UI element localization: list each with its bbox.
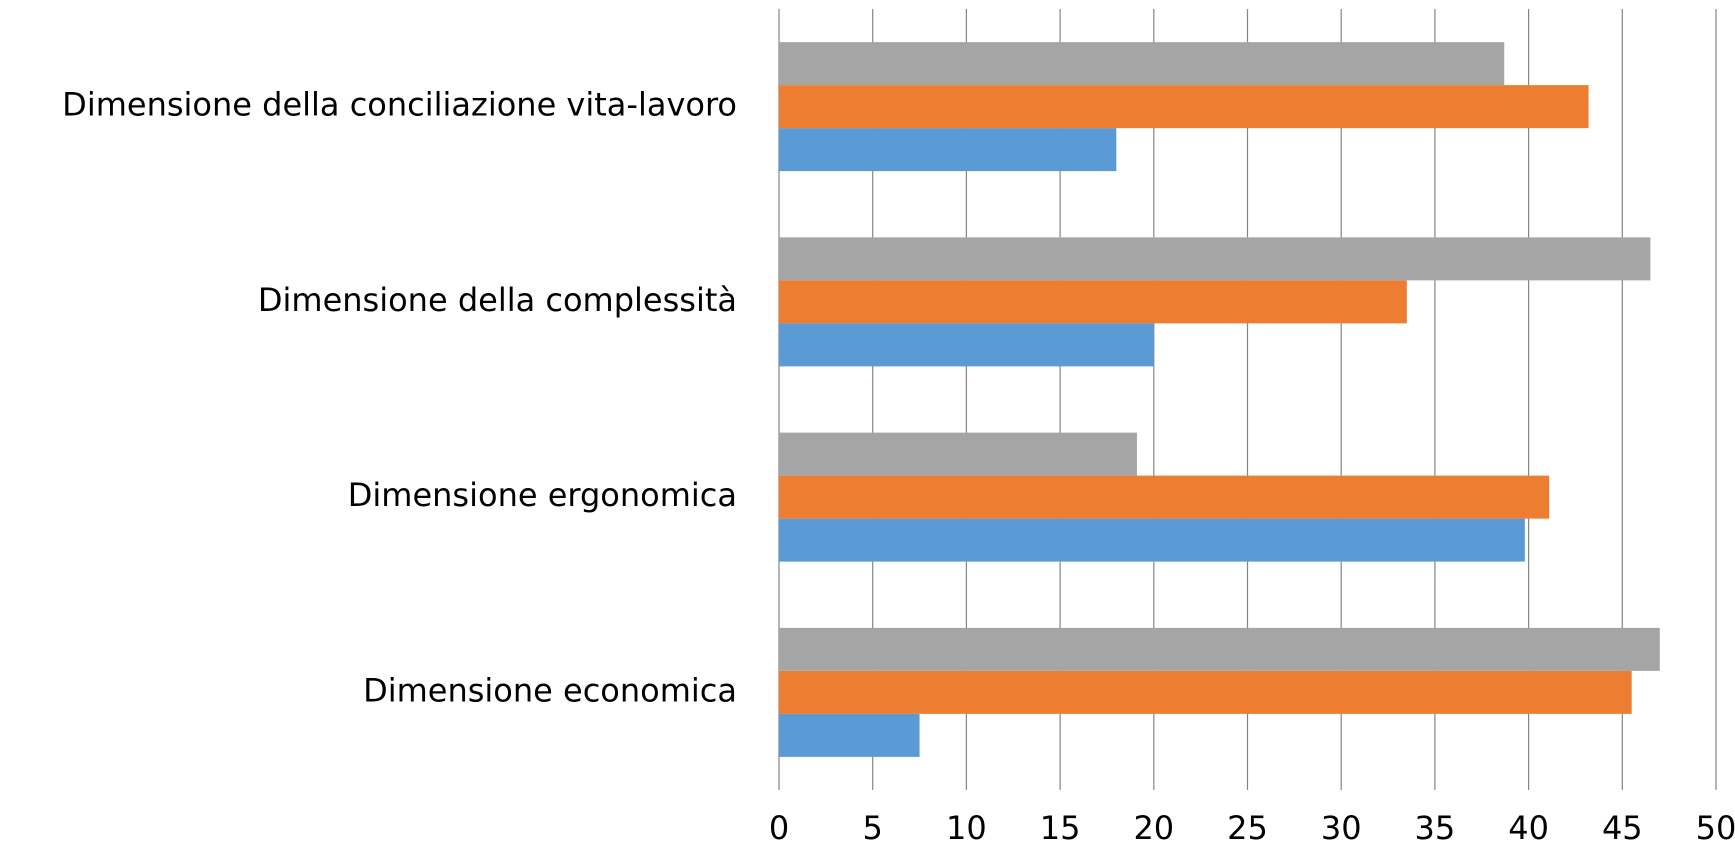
bar (779, 128, 1117, 172)
y-tick-label: Dimensione ergonomica (348, 476, 737, 514)
x-tick-label: 50 (1696, 809, 1735, 845)
x-tick-label: 10 (946, 809, 987, 845)
bar (779, 85, 1589, 129)
bar (779, 42, 1505, 86)
bar (779, 237, 1651, 281)
bar (779, 518, 1525, 562)
bar (779, 475, 1550, 519)
x-tick-label: 45 (1602, 809, 1643, 845)
y-tick-label: Dimensione economica (363, 671, 737, 709)
bar (779, 627, 1660, 671)
x-tick-label: 30 (1321, 809, 1362, 845)
y-tick-label: Dimensione della complessità (258, 281, 737, 319)
bar (779, 713, 920, 757)
x-tick-label: 25 (1227, 809, 1268, 845)
bar (779, 670, 1632, 714)
bar (779, 323, 1154, 367)
x-tick-label: 35 (1415, 809, 1456, 845)
y-tick-label: Dimensione della conciliazione vita-lavo… (62, 86, 737, 124)
bar (779, 432, 1137, 476)
x-tick-label: 15 (1040, 809, 1081, 845)
x-tick-label: 0 (769, 809, 789, 845)
x-tick-label: 20 (1133, 809, 1174, 845)
x-tick-label: 5 (863, 809, 883, 845)
bar (779, 280, 1407, 324)
x-tick-label: 40 (1508, 809, 1549, 845)
